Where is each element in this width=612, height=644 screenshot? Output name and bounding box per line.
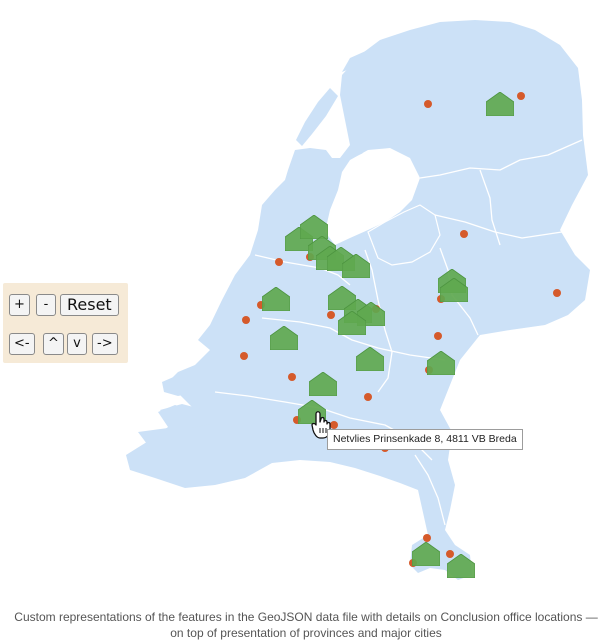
city-marker [330, 421, 338, 429]
zoom-out-button[interactable]: - [36, 294, 56, 316]
figure-caption: Custom representations of the features i… [0, 609, 612, 641]
city-marker [460, 230, 468, 238]
pan-right-button[interactable]: -> [92, 333, 118, 355]
city-marker [434, 332, 442, 340]
caption-line-2: on top of presentation of provinces and … [170, 626, 442, 640]
pan-down-button[interactable]: v [67, 333, 87, 355]
city-marker [288, 373, 296, 381]
caption-line-1: Custom representations of the features i… [14, 610, 598, 624]
netherlands-map[interactable] [0, 0, 612, 600]
city-marker [327, 311, 335, 319]
city-marker [242, 316, 250, 324]
city-marker [275, 258, 283, 266]
hand-pointer-icon [311, 411, 331, 439]
city-marker [364, 393, 372, 401]
map-controls-panel: + - Reset <- ^ v -> [3, 283, 128, 363]
city-marker [553, 289, 561, 297]
city-marker [423, 534, 431, 542]
reset-button[interactable]: Reset [60, 294, 119, 316]
city-marker [446, 550, 454, 558]
afsluitdijk [324, 150, 363, 170]
city-marker [240, 352, 248, 360]
city-marker [424, 100, 432, 108]
office-tooltip: Netvlies Prinsenkade 8, 4811 VB Breda [327, 429, 523, 450]
pan-left-button[interactable]: <- [9, 333, 35, 355]
pan-up-button[interactable]: ^ [43, 333, 64, 355]
zeeland-islands [138, 372, 210, 448]
wadden-islands [296, 28, 512, 146]
ijsselmeer [325, 148, 420, 245]
zoom-in-button[interactable]: + [9, 294, 30, 316]
city-marker [517, 92, 525, 100]
flevoland [367, 204, 441, 266]
